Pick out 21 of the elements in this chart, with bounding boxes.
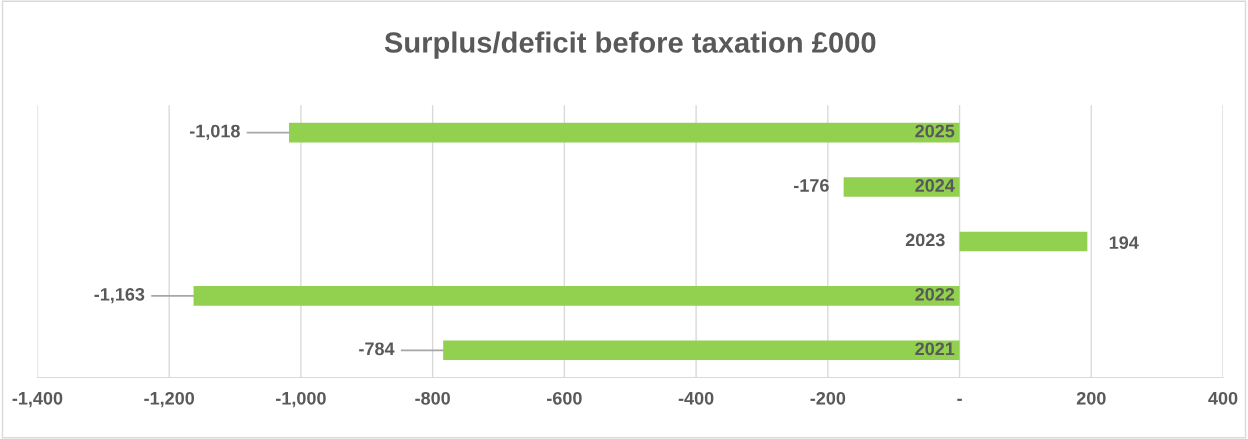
y-tick-label: 2021 [915, 342, 955, 356]
y-tick-label: 2025 [915, 124, 955, 138]
x-tick-label: -600 [547, 391, 582, 405]
x-tick-label: -1,000 [276, 391, 326, 408]
chart-title: Surplus/deficit before taxation £000 [384, 31, 876, 59]
x-tick-label: -800 [415, 391, 450, 405]
data-label: -784 [359, 342, 395, 356]
data-label: -176 [793, 179, 829, 192]
x-tick-label: -1,400 [12, 391, 63, 408]
data-label: -1,018 [189, 124, 240, 141]
x-tick-label: -1,200 [144, 391, 195, 408]
x-tick-label: - [957, 398, 962, 401]
y-tick-label: 2024 [915, 179, 955, 192]
x-tick-label: -200 [810, 391, 846, 405]
x-tick-label: 400 [1208, 391, 1238, 405]
data-label: 194 [1109, 236, 1139, 250]
y-tick-label: 2022 [915, 287, 955, 301]
x-tick-label: -400 [678, 391, 714, 405]
y-tick-label: 2023 [905, 233, 945, 247]
x-tick-label: 200 [1076, 391, 1106, 405]
data-label: -1,163 [94, 287, 145, 304]
